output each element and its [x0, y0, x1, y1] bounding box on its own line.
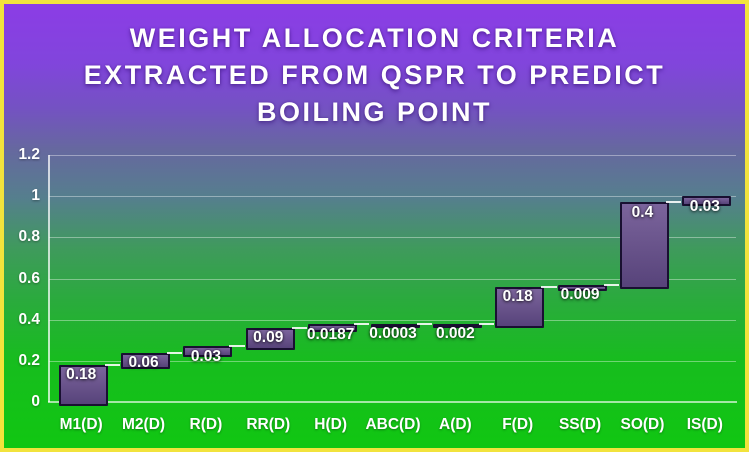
waterfall-bar	[308, 324, 358, 332]
gridline	[49, 278, 736, 280]
x-category-label: IS(D)	[686, 416, 723, 433]
title-line-2: EXTRACTED FROM QSPR TO PREDICT	[83, 60, 666, 90]
waterfall-bar	[58, 364, 108, 406]
title-line-3: BOILING POINT	[257, 97, 492, 127]
connector-line	[291, 326, 308, 329]
x-category-label: R(D)	[189, 416, 223, 433]
x-category-label: ABC(D)	[365, 416, 421, 433]
bar-value-label: 0.18	[66, 366, 97, 384]
y-tick-label: 0.6	[18, 269, 40, 287]
x-category-label: A(D)	[439, 416, 472, 433]
gridline	[49, 360, 736, 362]
y-tick-label: 1.2	[18, 146, 40, 163]
x-category-label: H(D)	[314, 416, 347, 433]
waterfall-bar	[495, 286, 545, 328]
x-category-label: F(D)	[502, 416, 534, 433]
y-tick-label: 0.8	[18, 228, 40, 246]
y-tick-label: 1	[31, 187, 40, 205]
connector-line	[354, 323, 370, 326]
bar-value-label: 0.03	[190, 347, 221, 365]
x-category-label: RR(D)	[246, 416, 291, 433]
bar-value-label: 0.0003	[369, 325, 417, 343]
connector-line	[104, 363, 121, 366]
chart-title: WEIGHT ALLOCATION CRITERIA EXTRACTED FRO…	[0, 20, 749, 131]
x-category-label: M1(D)	[59, 416, 103, 433]
connector-line	[167, 351, 183, 354]
waterfall-bar	[183, 346, 233, 357]
connector-line	[603, 283, 619, 286]
bar-value-label: 0.18	[502, 288, 533, 306]
y-tick-label: 0	[31, 393, 40, 410]
waterfall-bar	[557, 284, 607, 291]
bar-value-label: 0.03	[689, 197, 720, 215]
waterfall-bar	[245, 327, 295, 351]
y-tick-label: 0.4	[18, 310, 40, 328]
bar-value-label: 0.06	[128, 354, 159, 372]
connector-line	[478, 322, 495, 325]
bar-value-label: 0.0187	[306, 325, 355, 343]
title-line-1: WEIGHT ALLOCATION CRITERIA	[129, 23, 620, 53]
bar-value-label: 0.09	[253, 329, 284, 347]
y-tick-label: 0.2	[18, 351, 40, 369]
bar-value-label: 0.009	[560, 286, 600, 304]
bar-value-label: 0.4	[631, 203, 654, 221]
x-category-label: SO(D)	[620, 416, 665, 433]
connector-line	[665, 201, 682, 204]
waterfall-bar	[682, 196, 732, 207]
waterfall-bar	[432, 323, 482, 328]
bar-value-label: 0.002	[435, 325, 475, 343]
waterfall-bar	[619, 202, 669, 289]
x-axis-line	[48, 401, 737, 403]
connector-line	[541, 285, 557, 288]
y-axis-line	[48, 155, 50, 402]
gridline	[49, 155, 736, 156]
gridline	[49, 196, 736, 198]
waterfall-bar	[121, 352, 171, 369]
waterfall-bar	[370, 323, 420, 329]
connector-line	[229, 345, 245, 348]
x-category-label: SS(D)	[558, 416, 602, 433]
gridline	[49, 319, 736, 321]
gridline	[49, 237, 736, 239]
x-category-label: M2(D)	[122, 416, 166, 433]
connector-line	[416, 322, 432, 325]
